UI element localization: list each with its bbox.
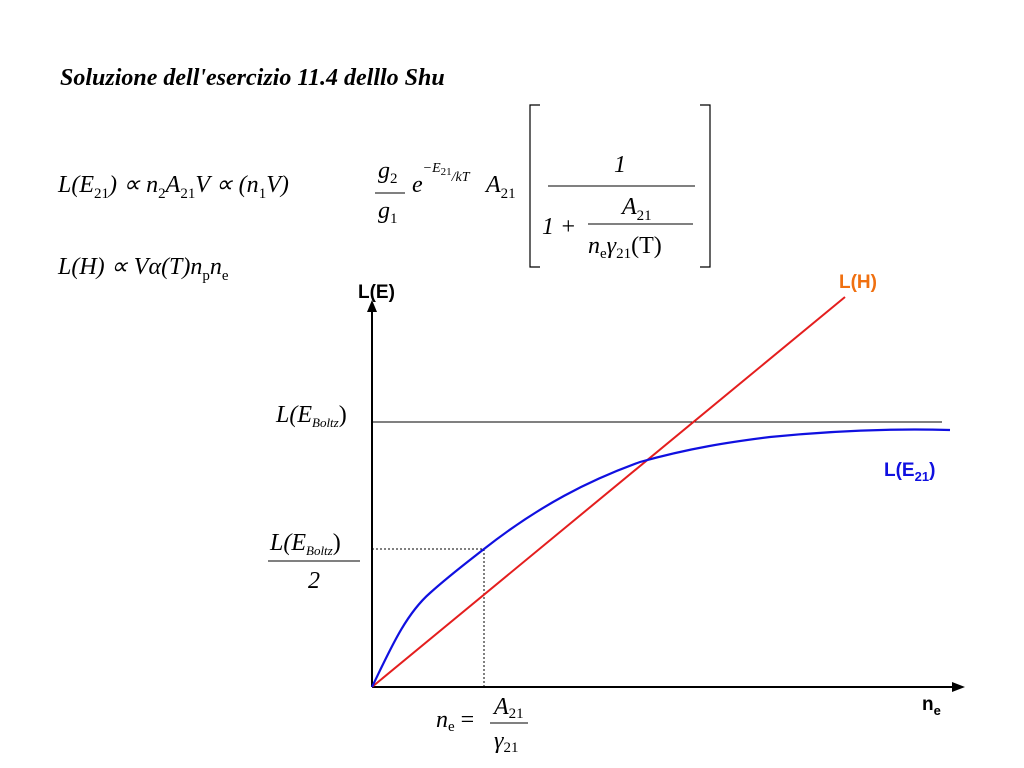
f: /kT (451, 170, 471, 185)
f: e (448, 719, 455, 735)
f: V ∝ (n (195, 172, 258, 198)
f: g (378, 158, 390, 184)
f: n (922, 694, 934, 715)
f: L(E (884, 460, 915, 481)
formula-2: L(H) ∝ Vα(T)npne (57, 254, 229, 284)
g2: g2 (378, 158, 398, 187)
formula-main: L(E21) ∝ n2A21V ∝ (n1V) (57, 172, 289, 202)
g1: g1 (378, 198, 398, 227)
f: 21 (503, 740, 518, 756)
dotted-guide (372, 548, 485, 687)
f: 21 (915, 469, 929, 484)
numerator: 1 (614, 152, 626, 178)
half-num: L(EBoltz) (269, 530, 341, 558)
f: = (455, 707, 475, 733)
f: A (492, 694, 509, 720)
one-plus: 1 + (542, 214, 576, 240)
f: 21 (509, 706, 524, 722)
f: p (202, 268, 210, 284)
f: 21 (616, 246, 631, 262)
x-axis-label: ne (922, 694, 941, 718)
f: L(E (269, 530, 306, 556)
f: 21 (637, 208, 652, 224)
f: 2 (158, 186, 166, 202)
f: n (588, 233, 600, 259)
f: 21 (94, 186, 109, 202)
f: e (600, 246, 607, 262)
f: ) ∝ n (107, 172, 158, 198)
f: e (934, 703, 941, 718)
f: n (210, 254, 222, 280)
f: 2 (390, 171, 398, 187)
f: γ (494, 728, 504, 754)
f: Boltz (306, 543, 333, 558)
f: A (164, 172, 181, 198)
f: L(E (57, 172, 94, 198)
lh-line (371, 296, 846, 688)
f: ) (333, 530, 341, 556)
f: e (412, 172, 423, 198)
inner-den: neγ21(T) (588, 233, 662, 262)
f: 1 (259, 186, 267, 202)
inner-num: A21 (620, 194, 652, 224)
f: L(H) ∝ Vα(T)n (57, 254, 202, 280)
f: 21 (441, 166, 452, 178)
f: V) (266, 172, 289, 198)
f: −E (423, 161, 441, 176)
le-label: L(E21) (884, 460, 935, 484)
f: 1 (390, 211, 398, 227)
y-axis-label: L(E) (358, 282, 395, 303)
f: (T) (631, 233, 662, 259)
f: 21 (180, 186, 195, 202)
f: ) (339, 402, 347, 428)
arrow (367, 300, 377, 312)
f: A (484, 172, 501, 198)
brackets (529, 104, 711, 268)
f: n (436, 707, 448, 733)
a21: A21 (484, 172, 516, 202)
boltz-label: L(EBoltz) (275, 402, 347, 430)
lh-label: L(H) (839, 272, 877, 293)
exp: e−E21/kT (412, 161, 471, 198)
f: e (222, 268, 229, 284)
ne-num: A21 (492, 694, 524, 722)
f: 21 (501, 186, 516, 202)
ne-lhs: ne = (436, 707, 474, 735)
ne-den: γ21 (494, 728, 518, 756)
half-den: 2 (308, 568, 320, 594)
f: ) (929, 460, 935, 481)
f: g (378, 198, 390, 224)
f: A (620, 194, 637, 220)
le-curve (371, 428, 951, 688)
f: Boltz (312, 415, 339, 430)
f: γ (607, 233, 617, 259)
title: Soluzione dell'esercizio 11.4 delllo Shu (60, 65, 445, 91)
arrow (952, 682, 965, 692)
f: L(E (275, 402, 312, 428)
